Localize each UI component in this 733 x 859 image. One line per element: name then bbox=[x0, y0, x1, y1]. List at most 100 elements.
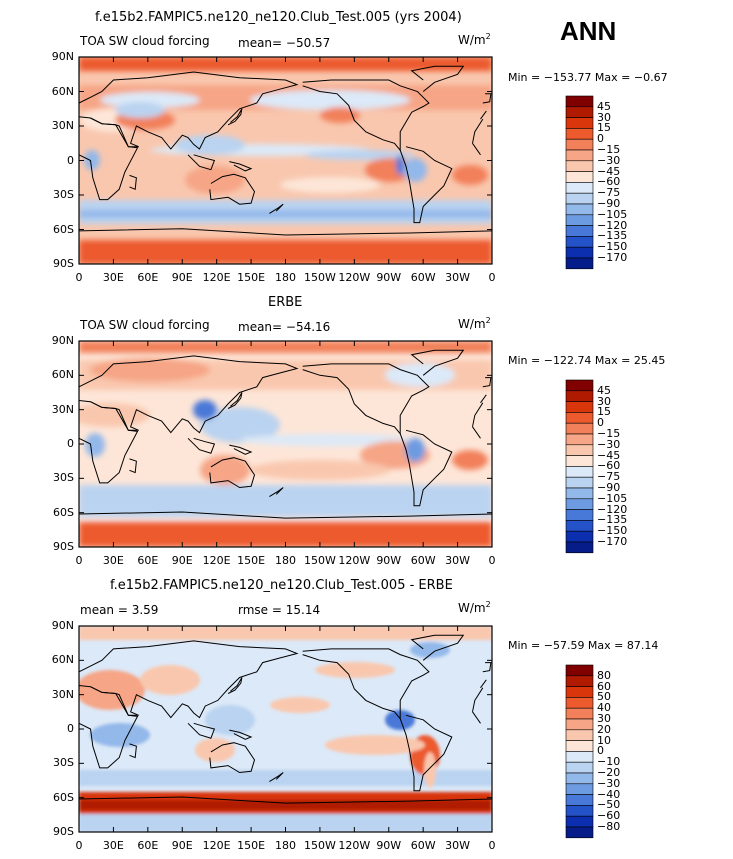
colorbar-label: −60 bbox=[597, 175, 621, 189]
x-tick-label: 30W bbox=[445, 839, 471, 852]
colorbar-label: 45 bbox=[597, 99, 611, 113]
panel-3-title: f.e15b2.FAMPIC5.ne120_ne120.Club_Test.00… bbox=[110, 578, 453, 593]
coastline bbox=[472, 687, 484, 712]
panel-2-mean: mean= −54.16 bbox=[238, 320, 331, 334]
panel-1-map bbox=[78, 56, 493, 265]
coastline-antarctica bbox=[78, 796, 493, 804]
colorbar-label: 60 bbox=[597, 679, 611, 693]
colorbar-label: 15 bbox=[597, 405, 611, 419]
colorbar-label: 45 bbox=[597, 383, 611, 397]
colorbar-label: 30 bbox=[597, 110, 611, 124]
x-tick-label: 120W bbox=[338, 554, 371, 567]
x-tick-label: 90W bbox=[376, 271, 402, 284]
colorbar-swatch bbox=[565, 794, 594, 806]
coastline bbox=[302, 79, 430, 152]
y-tick-label: 30N bbox=[51, 119, 74, 132]
panel-2-map bbox=[78, 340, 493, 548]
coastline bbox=[472, 118, 484, 144]
coastline bbox=[227, 677, 243, 694]
colorbar-swatch bbox=[565, 444, 594, 456]
colorbar-swatch bbox=[565, 476, 594, 489]
x-tick-label: 60W bbox=[410, 839, 436, 852]
y-tick-label: 90S bbox=[53, 825, 74, 838]
colorbar-label: 0 bbox=[597, 416, 604, 430]
colorbar-swatch bbox=[565, 433, 594, 446]
colorbar-label: −45 bbox=[597, 164, 621, 178]
season-label: ANN bbox=[560, 16, 617, 46]
x-tick-label: 30W bbox=[445, 554, 471, 567]
colorbar-label: 40 bbox=[597, 701, 611, 715]
colorbar-swatch bbox=[565, 412, 594, 424]
colorbar-swatch bbox=[565, 390, 594, 402]
colorbar-label: −40 bbox=[597, 787, 621, 801]
colorbar-swatch bbox=[565, 236, 594, 248]
colorbar-swatch bbox=[565, 707, 594, 720]
colorbar-swatch bbox=[565, 214, 594, 226]
colorbar-label: −120 bbox=[597, 502, 628, 516]
panel-2-field bbox=[79, 341, 492, 547]
x-tick-label: 0 bbox=[75, 554, 83, 567]
coastline bbox=[129, 174, 137, 191]
x-tick-label: 90E bbox=[171, 839, 193, 852]
x-tick-label: 0 bbox=[488, 839, 496, 852]
panel-1-units: W/m2 bbox=[458, 32, 491, 47]
colorbar-swatch bbox=[565, 171, 594, 183]
x-tick-label: 120E bbox=[202, 271, 231, 284]
colorbar-swatch bbox=[565, 664, 594, 677]
y-tick-label: 90S bbox=[53, 540, 74, 553]
colorbar-swatch bbox=[565, 520, 594, 532]
x-tick-label: 60W bbox=[410, 271, 436, 284]
x-tick-label: 0 bbox=[75, 271, 83, 284]
x-tick-label: 150E bbox=[237, 839, 266, 852]
colorbar-label: −150 bbox=[597, 240, 628, 254]
colorbar-swatch bbox=[565, 686, 594, 698]
colorbar-swatch bbox=[565, 541, 594, 554]
colorbar-swatch bbox=[565, 149, 594, 162]
colorbar-label: 15 bbox=[597, 121, 611, 135]
coastline bbox=[410, 349, 465, 376]
x-tick-label: 60E bbox=[137, 271, 159, 284]
colorbar-label: −30 bbox=[597, 437, 621, 451]
colorbar-swatch bbox=[565, 761, 594, 774]
colorbar-swatch bbox=[565, 675, 594, 687]
colorbar-swatch bbox=[565, 117, 594, 129]
colorbar-swatch bbox=[565, 772, 594, 785]
colorbar-label: −10 bbox=[597, 755, 621, 769]
colorbar-label: −170 bbox=[597, 251, 628, 264]
coastline bbox=[129, 743, 137, 759]
coastline bbox=[482, 93, 492, 104]
colorbar-label: −30 bbox=[597, 776, 621, 790]
x-tick-label: 120W bbox=[338, 271, 371, 284]
colorbar-label: −105 bbox=[597, 207, 628, 221]
coastline bbox=[480, 110, 487, 120]
panel-2-units: W/m2 bbox=[458, 316, 491, 331]
colorbar-swatch bbox=[565, 422, 594, 435]
colorbar-label: −60 bbox=[597, 809, 621, 823]
y-tick-label: 30S bbox=[53, 756, 74, 770]
x-tick-label: 150W bbox=[303, 839, 336, 852]
coastline bbox=[480, 679, 487, 689]
colorbar-label: −15 bbox=[597, 427, 621, 440]
colorbar-label: −60 bbox=[597, 459, 621, 473]
coastline bbox=[269, 772, 284, 783]
x-tick-label: 90E bbox=[171, 271, 193, 284]
x-tick-label: 150W bbox=[303, 554, 336, 567]
panel-3-units: W/m2 bbox=[458, 600, 491, 615]
x-tick-label: 0 bbox=[75, 839, 83, 852]
colorbar-swatch bbox=[565, 498, 594, 510]
panel-3-min-max: Min = −57.59 Max = 87.14 bbox=[508, 639, 659, 652]
coastline bbox=[269, 487, 284, 498]
y-tick-label: 90S bbox=[53, 257, 74, 270]
colorbar-label: 0 bbox=[597, 744, 604, 758]
coastline bbox=[78, 117, 139, 201]
x-tick-label: 150E bbox=[237, 554, 266, 567]
coastline bbox=[302, 648, 430, 721]
coastline bbox=[209, 742, 256, 774]
colorbar-swatch bbox=[565, 530, 594, 543]
coastline bbox=[187, 437, 216, 454]
coastline bbox=[399, 429, 453, 507]
coastline bbox=[227, 392, 243, 409]
x-tick-label: 180 bbox=[275, 271, 296, 284]
y-tick-label: 60S bbox=[53, 222, 74, 236]
